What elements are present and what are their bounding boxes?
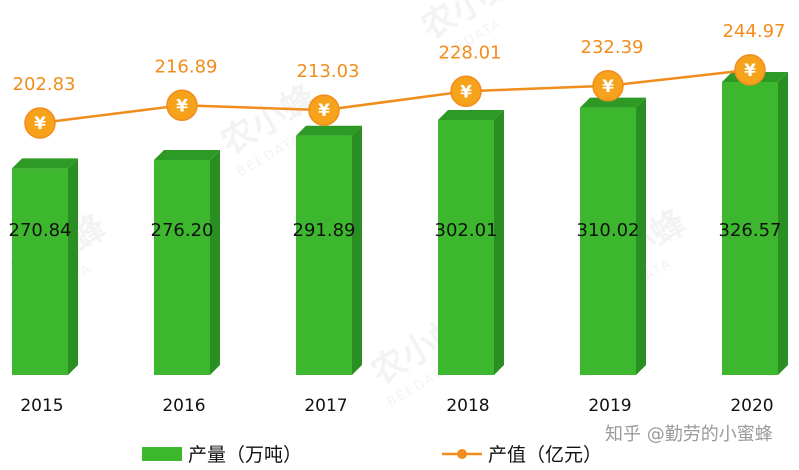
bar-side bbox=[352, 125, 362, 376]
yen-icon: ¥ bbox=[176, 96, 188, 116]
x-tick-label: 2020 bbox=[730, 396, 773, 416]
yen-icon: ¥ bbox=[34, 114, 46, 134]
legend: 产量（万吨） 产值（亿元） bbox=[142, 444, 602, 466]
bar-side bbox=[636, 97, 646, 376]
bar bbox=[154, 150, 220, 375]
bar bbox=[296, 125, 362, 376]
bar-side bbox=[210, 150, 220, 375]
line-marker bbox=[166, 89, 198, 122]
bar-front bbox=[438, 120, 494, 376]
legend-bar-swatch bbox=[142, 447, 182, 461]
line-value-label: 244.97 bbox=[723, 21, 786, 42]
bar-side bbox=[494, 110, 504, 376]
line-series: ¥202.83 ¥216.89 ¥213.03 ¥228.01 ¥232.39 ¥244.… bbox=[13, 21, 786, 139]
bar-value-label: 270.84 bbox=[9, 220, 72, 241]
line-marker bbox=[734, 54, 766, 86]
line-marker bbox=[450, 75, 482, 108]
bar-top bbox=[438, 110, 504, 121]
bar-value-label: 302.01 bbox=[435, 220, 498, 241]
yen-icon: ¥ bbox=[460, 82, 472, 102]
bar-front bbox=[12, 168, 68, 375]
bar-top bbox=[580, 97, 646, 108]
bar bbox=[580, 97, 646, 376]
yen-icon: ¥ bbox=[744, 61, 756, 81]
line-value-label: 216.89 bbox=[155, 56, 218, 77]
bar-series: 270.84 276.20 291.89 302.01 310.02 326.57 bbox=[9, 71, 788, 376]
bar-top bbox=[154, 150, 220, 161]
line-value-label: 202.83 bbox=[13, 74, 76, 95]
x-tick-label: 2016 bbox=[162, 396, 205, 416]
x-tick-label: 2018 bbox=[446, 396, 489, 416]
legend-line-marker bbox=[457, 449, 467, 459]
line-value-label: 213.03 bbox=[297, 61, 360, 82]
bar-front bbox=[722, 81, 778, 375]
yen-icon: ¥ bbox=[318, 101, 330, 121]
bar-side bbox=[778, 71, 788, 375]
bar-value-label: 326.57 bbox=[719, 220, 782, 241]
line-value-label: 232.39 bbox=[581, 37, 644, 58]
bar-value-label: 310.02 bbox=[577, 220, 640, 241]
line-value-label: 228.01 bbox=[439, 42, 502, 63]
bar-front bbox=[296, 135, 352, 375]
line-marker bbox=[592, 70, 624, 102]
bar-front bbox=[154, 160, 210, 375]
legend-line-label: 产值（亿元） bbox=[488, 444, 602, 466]
x-tick-label: 2017 bbox=[304, 396, 347, 416]
bar-top bbox=[296, 125, 362, 136]
bar-side bbox=[68, 158, 78, 375]
bar-top bbox=[12, 158, 78, 169]
x-tick-label: 2019 bbox=[588, 396, 631, 416]
x-tick-label: 2015 bbox=[20, 396, 63, 416]
x-axis: 2015 2016 2017 2018 2019 2020 bbox=[20, 396, 773, 416]
line-marker bbox=[24, 107, 56, 139]
bar-value-label: 276.20 bbox=[151, 220, 214, 241]
line-marker bbox=[308, 94, 340, 126]
bar-front bbox=[580, 107, 636, 376]
line-path bbox=[39, 68, 751, 125]
source-credit: 知乎 @勤劳的小蜜蜂 bbox=[605, 424, 773, 445]
bar bbox=[438, 110, 504, 376]
legend-bar-label: 产量（万吨） bbox=[188, 444, 302, 466]
yen-icon: ¥ bbox=[602, 77, 614, 97]
bar bbox=[722, 71, 788, 375]
bar bbox=[12, 158, 78, 375]
bar-value-label: 291.89 bbox=[293, 220, 356, 241]
